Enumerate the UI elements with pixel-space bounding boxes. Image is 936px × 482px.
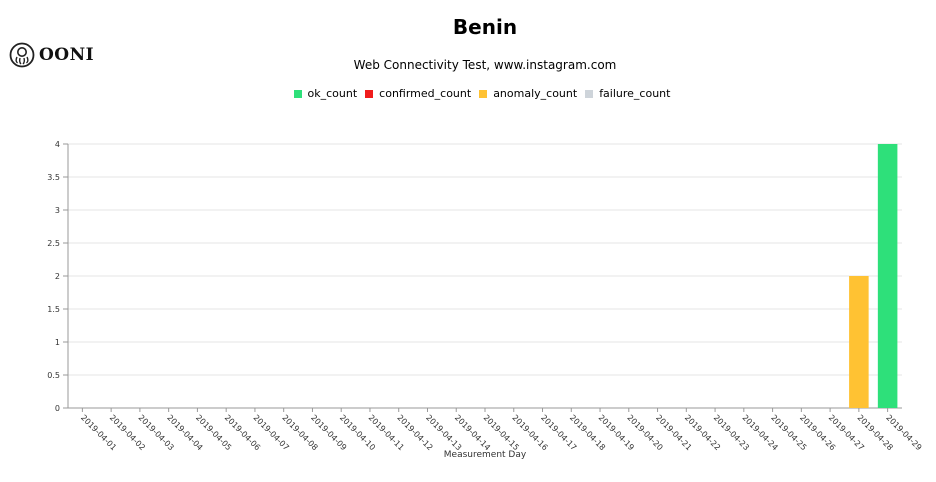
bar-ok_count-2019-04-29: [877, 144, 898, 408]
y-tick-label: 0: [55, 404, 60, 413]
legend-swatch: [479, 89, 488, 98]
legend-swatch: [365, 89, 374, 98]
legend-label: failure_count: [599, 87, 671, 100]
y-tick-label: 3.5: [47, 173, 60, 182]
legend-item-ok_count[interactable]: ok_count: [293, 87, 358, 100]
ooni-octopus-icon: [9, 42, 35, 68]
y-tick-label: 4: [55, 140, 60, 149]
ooni-logo: OONI: [9, 42, 94, 68]
chart-title: Benin: [452, 15, 518, 39]
legend-item-anomaly_count[interactable]: anomaly_count: [479, 87, 577, 100]
legend-swatch: [293, 89, 302, 98]
y-tick-label: 0.5: [47, 371, 60, 380]
y-tick-label: 3: [55, 206, 60, 215]
x-axis-label: Measurement Day: [444, 450, 527, 460]
y-tick-label: 2: [55, 272, 60, 281]
legend-label: ok_count: [307, 87, 358, 100]
legend-swatch: [585, 89, 594, 98]
y-tick-label: 1.5: [47, 305, 60, 314]
legend-label: confirmed_count: [379, 87, 472, 100]
chart-legend: ok_count confirmed_count anomaly_count fail…: [0, 87, 936, 100]
y-tick-label: 2.5: [47, 239, 60, 248]
ooni-logo-text: OONI: [39, 45, 95, 65]
chart-subtitle: Web Connectivity Test, www.instagram.com: [353, 58, 617, 72]
legend-label: anomaly_count: [493, 87, 578, 100]
legend-item-failure_count[interactable]: failure_count: [585, 87, 670, 100]
y-tick-label: 1: [55, 338, 60, 347]
bar-anomaly_count-2019-04-28: [849, 276, 869, 408]
legend-item-confirmed_count[interactable]: confirmed_count: [365, 87, 471, 100]
